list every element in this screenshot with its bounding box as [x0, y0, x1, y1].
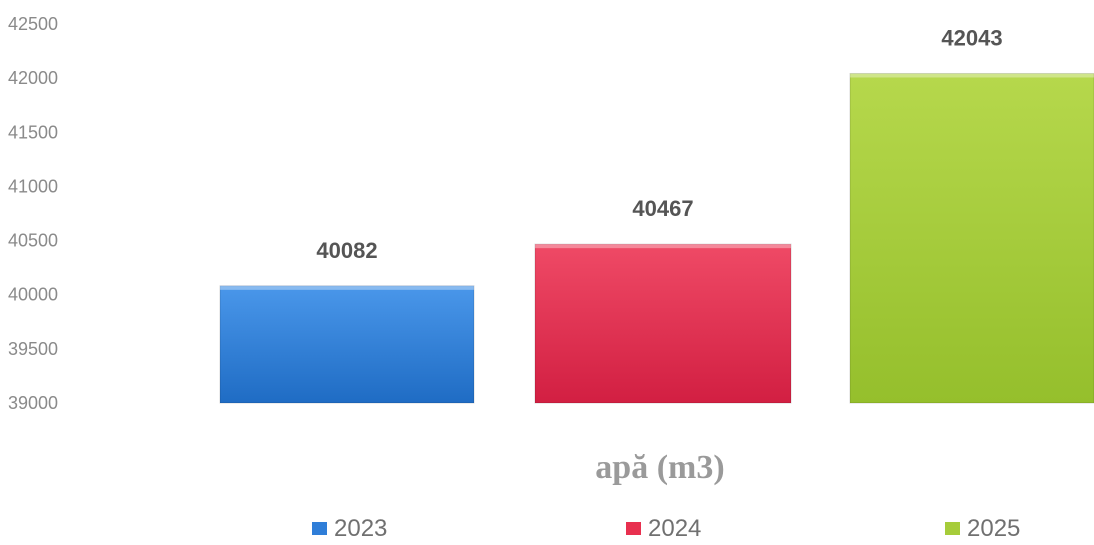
- legend-swatch-2023: [312, 522, 327, 535]
- y-tick-label: 40500: [8, 231, 58, 251]
- y-tick-label: 41000: [8, 176, 58, 196]
- bar-highlight: [535, 244, 791, 249]
- bars-group: [219, 72, 1094, 404]
- legend-label-2024: 2024: [648, 515, 701, 542]
- y-tick-label: 39000: [8, 393, 58, 413]
- legend-swatch-2024: [626, 522, 641, 535]
- data-label: 40467: [632, 196, 693, 221]
- data-label: 42043: [941, 25, 1002, 50]
- bar-2025: [849, 72, 1094, 404]
- bar-2024: [534, 243, 792, 404]
- legend: 2023 2024 2025: [312, 515, 1020, 542]
- bar-2023: [219, 285, 475, 404]
- data-labels-group: 40082 40467 42043: [316, 25, 1002, 262]
- legend-label-2023: 2023: [334, 515, 387, 542]
- y-axis-ticks: 39000 39500 40000 40500 41000 41500 42000 42500: [8, 14, 58, 413]
- legend-label-2025: 2025: [967, 515, 1020, 542]
- y-tick-label: 39500: [8, 339, 58, 359]
- x-axis-title: apă (m3): [595, 449, 724, 486]
- legend-swatch-2025: [945, 522, 960, 535]
- y-tick-label: 41500: [8, 122, 58, 142]
- bar-highlight: [850, 73, 1094, 78]
- y-tick-label: 42500: [8, 14, 58, 34]
- y-tick-label: 42000: [8, 68, 58, 88]
- bar-highlight: [220, 285, 474, 290]
- y-tick-label: 40000: [8, 285, 58, 305]
- data-label: 40082: [316, 238, 377, 263]
